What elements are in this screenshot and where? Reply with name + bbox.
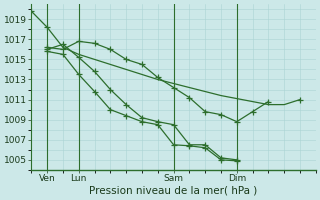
X-axis label: Pression niveau de la mer( hPa ): Pression niveau de la mer( hPa )	[90, 186, 258, 196]
